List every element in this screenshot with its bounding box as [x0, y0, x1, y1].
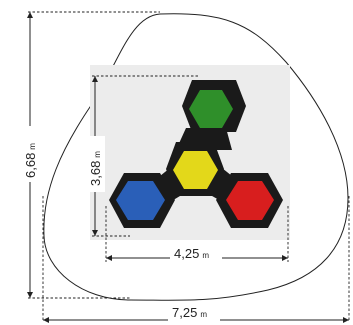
- inner-height-arrow-bottom: [92, 230, 98, 236]
- hexagon-cluster: [109, 80, 283, 228]
- inner-height-arrow-top: [92, 76, 98, 82]
- outer-height-arrow-bottom: [27, 292, 33, 298]
- outer-width-label: 7,25 m: [172, 305, 207, 320]
- inner-width-label-bg: [170, 246, 222, 262]
- hex-right-red: [226, 181, 274, 220]
- outer-width-arrow-left: [43, 317, 49, 323]
- hex-top-green: [189, 90, 233, 128]
- outer-width-arrow-right: [343, 317, 349, 323]
- inner-width-label: 4,25 m: [174, 246, 209, 261]
- outer-height-arrow-top: [27, 12, 33, 18]
- inner-height-label-bg: [85, 136, 105, 192]
- outer-height-label-bg: [20, 126, 40, 182]
- hex-left-blue: [116, 181, 165, 220]
- outer-height-label: 6,68m: [23, 143, 38, 178]
- inner-width-arrow-left: [106, 255, 112, 261]
- inner-height-label: 3,68m: [88, 151, 103, 186]
- outer-width-label-bg: [168, 308, 220, 324]
- hex-connector: [176, 128, 232, 150]
- safety-zone-outline: [43, 13, 349, 301]
- inner-width-arrow-right: [282, 255, 288, 261]
- hex-center-yellow: [173, 151, 218, 189]
